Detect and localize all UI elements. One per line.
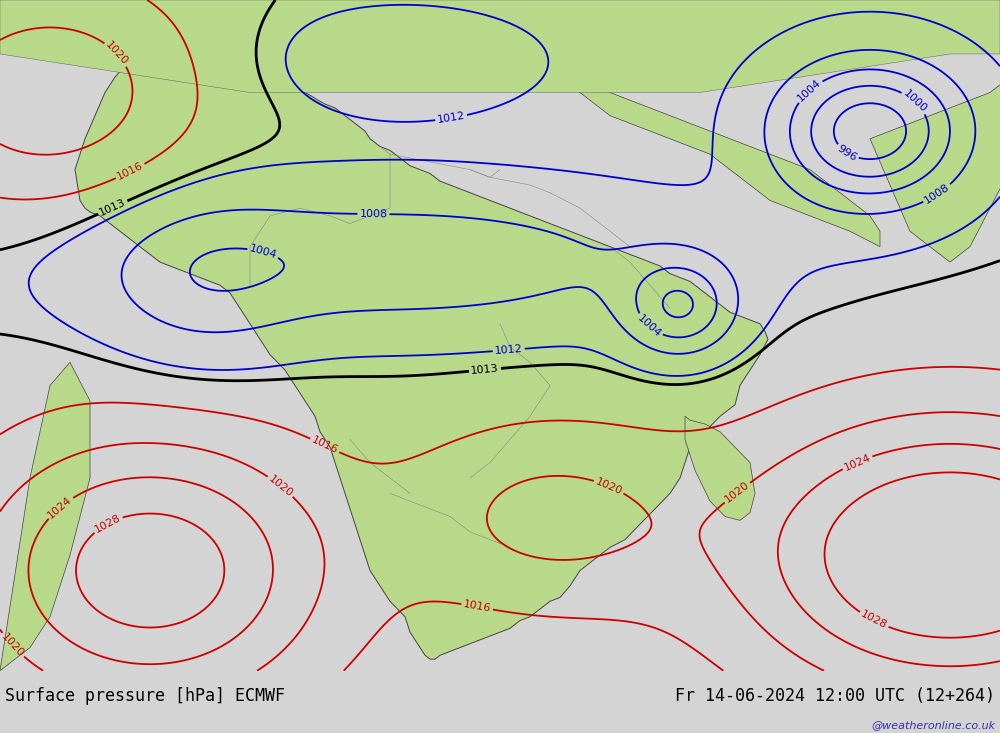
Text: 1024: 1024 — [46, 495, 74, 520]
Text: Fr 14-06-2024 12:00 UTC (12+264): Fr 14-06-2024 12:00 UTC (12+264) — [675, 687, 995, 704]
Text: 1020: 1020 — [0, 632, 26, 659]
Polygon shape — [870, 77, 1000, 262]
Text: 1013: 1013 — [471, 364, 499, 376]
Text: 1016: 1016 — [116, 161, 145, 182]
Text: 1020: 1020 — [594, 476, 624, 496]
Text: 1008: 1008 — [923, 182, 952, 206]
Text: 996: 996 — [835, 143, 859, 163]
Text: 1004: 1004 — [796, 78, 823, 104]
Text: 1004: 1004 — [248, 243, 278, 261]
Text: 1020: 1020 — [723, 480, 752, 505]
Text: 1012: 1012 — [494, 344, 523, 356]
Text: 1020: 1020 — [103, 40, 130, 67]
Text: 1024: 1024 — [842, 452, 872, 473]
Text: 1013: 1013 — [98, 197, 128, 218]
Text: @weatheronline.co.uk: @weatheronline.co.uk — [871, 720, 995, 730]
Text: Surface pressure [hPa] ECMWF: Surface pressure [hPa] ECMWF — [5, 687, 285, 704]
Text: 1016: 1016 — [310, 435, 340, 456]
Polygon shape — [570, 85, 880, 247]
Text: 1028: 1028 — [93, 512, 123, 535]
Text: 1016: 1016 — [462, 600, 492, 614]
Polygon shape — [0, 0, 1000, 92]
Text: 1012: 1012 — [436, 111, 466, 125]
Text: 1004: 1004 — [635, 313, 663, 339]
Text: 1020: 1020 — [267, 474, 295, 499]
Text: 1000: 1000 — [901, 89, 928, 115]
Polygon shape — [75, 34, 768, 659]
Text: 1008: 1008 — [359, 209, 388, 219]
Polygon shape — [685, 416, 755, 520]
Polygon shape — [0, 362, 90, 671]
Text: 1028: 1028 — [859, 609, 889, 631]
